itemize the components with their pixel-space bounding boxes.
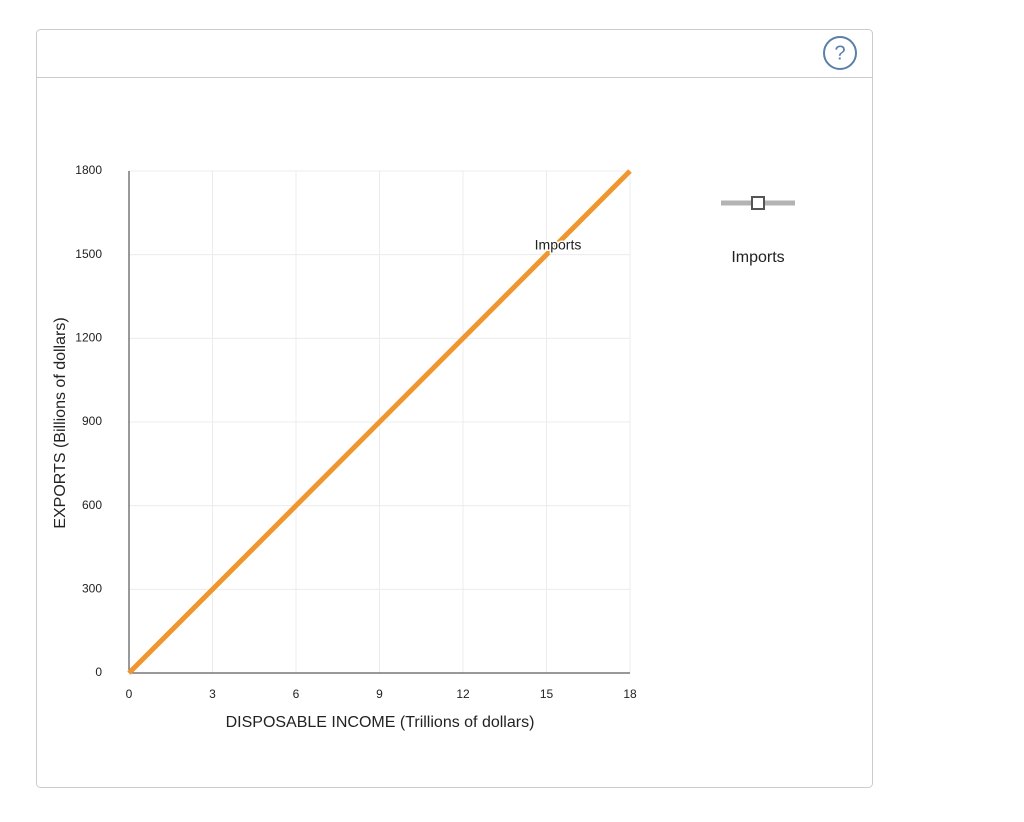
x-tick-label: 12: [456, 687, 470, 701]
x-tick-label: 9: [376, 687, 383, 701]
x-tick-label: 18: [623, 687, 637, 701]
y-tick-label: 1500: [75, 247, 102, 261]
x-tick-label: 6: [293, 687, 300, 701]
x-tick-label: 15: [540, 687, 554, 701]
y-axis-label: EXPORTS (Billions of dollars): [52, 317, 69, 528]
legend-marker[interactable]: [751, 196, 765, 210]
y-tick-label: 1800: [75, 163, 102, 177]
help-button[interactable]: [823, 36, 857, 70]
x-tick-label: 3: [209, 687, 216, 701]
x-axis-label: DISPOSABLE INCOME (Trillions of dollars): [226, 714, 535, 731]
y-tick-label: 1200: [75, 331, 102, 345]
panel: [36, 29, 873, 788]
y-tick-label: 900: [82, 414, 102, 428]
legend-label[interactable]: Imports: [731, 249, 784, 266]
data-line: [127, 169, 632, 675]
y-tick-label: 300: [82, 582, 102, 596]
x-tick-label: 0: [126, 687, 133, 701]
help-icon[interactable]: ?: [834, 42, 845, 64]
line-label: Imports: [535, 237, 582, 253]
y-tick-label: 0: [95, 665, 102, 679]
y-tick-label: 600: [82, 498, 102, 512]
